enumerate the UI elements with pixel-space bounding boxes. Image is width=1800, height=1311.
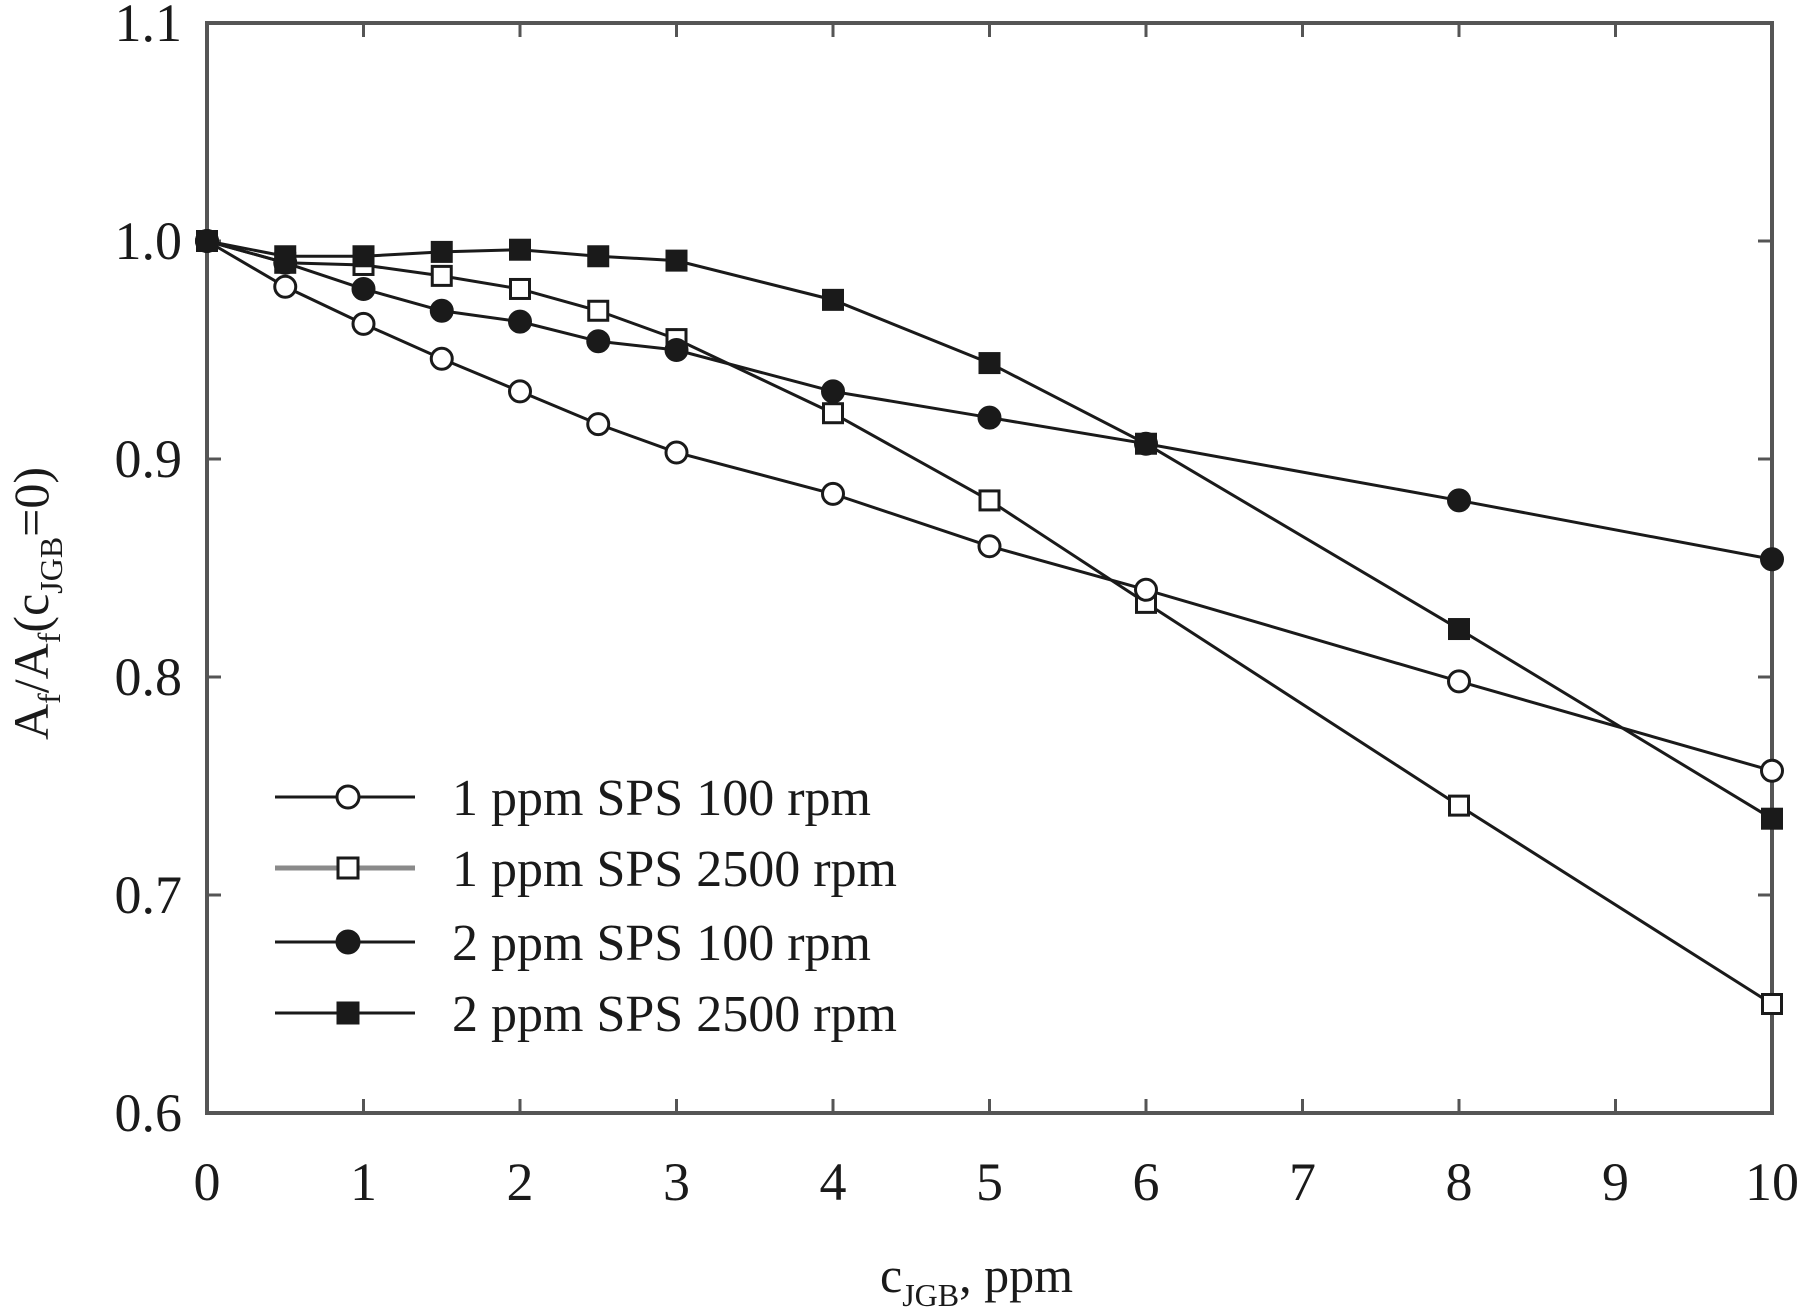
- x-tick-label: 3: [663, 1152, 690, 1212]
- open-circle-marker: [335, 784, 361, 810]
- open-circle-marker: [273, 274, 298, 299]
- plot-axes: [205, 21, 1774, 1115]
- filled-circle-marker: [977, 405, 1002, 430]
- x-tick-label: 0: [194, 1152, 221, 1212]
- y-tick-label: 0.8: [115, 647, 183, 707]
- series-filled-square: [196, 230, 1783, 830]
- filled-circle-marker: [821, 379, 845, 404]
- filled-square-marker: [665, 249, 688, 272]
- y-axis-title: Af/Af(cJGB=0): [3, 467, 69, 740]
- open-circle-marker: [586, 412, 611, 437]
- x-tick-label: 5: [976, 1152, 1003, 1212]
- open-circle-marker: [429, 346, 454, 371]
- data-series: [195, 229, 1784, 1015]
- open-circle-marker: [821, 481, 845, 506]
- filled-square-marker: [430, 240, 453, 263]
- filled-circle-marker: [335, 929, 361, 955]
- filled-circle-marker: [351, 276, 376, 301]
- filled-square-marker: [352, 245, 375, 268]
- filled-circle-marker: [1447, 488, 1471, 513]
- filled-circle-marker: [508, 309, 532, 334]
- x-tick-label: 7: [1289, 1152, 1316, 1212]
- open-circle-marker: [664, 440, 689, 465]
- open-square-marker: [1448, 794, 1470, 817]
- open-square-marker: [587, 299, 610, 322]
- filled-circle-marker: [429, 298, 454, 323]
- legend-label: 2 ppm SPS 2500 rpm: [452, 986, 897, 1043]
- filled-circle-marker: [586, 329, 611, 354]
- y-axis-ticks: 0.6 0.7 0.8 0.9 1.0 1.1: [115, 0, 1772, 1143]
- y-tick-label: 0.7: [115, 865, 183, 925]
- x-tick-label: 10: [1745, 1152, 1799, 1212]
- series-line: [206, 239, 1773, 773]
- legend-label: 2 ppm SPS 100 rpm: [452, 915, 871, 972]
- open-circle-marker: [977, 534, 1002, 559]
- filled-square-marker: [1448, 618, 1470, 641]
- legend-item: 2 ppm SPS 2500 rpm: [275, 986, 897, 1043]
- legend-item: 1 ppm SPS 100 rpm: [275, 770, 871, 827]
- legend-item: 1 ppm SPS 2500 rpm: [275, 841, 897, 898]
- y-tick-label: 0.6: [115, 1083, 183, 1143]
- x-axis-title: cJGB, ppm: [880, 1247, 1073, 1311]
- open-square-marker: [822, 402, 844, 425]
- open-square-marker: [1761, 993, 1783, 1015]
- legend-label: 1 ppm SPS 100 rpm: [452, 770, 871, 827]
- open-circle-marker: [351, 311, 376, 336]
- open-circle-marker: [508, 379, 532, 404]
- filled-square-marker: [336, 1001, 360, 1025]
- x-tick-label: 9: [1602, 1152, 1629, 1212]
- series-line: [206, 239, 1773, 561]
- x-tick-label: 8: [1446, 1152, 1473, 1212]
- legend-label: 1 ppm SPS 2500 rpm: [452, 841, 897, 898]
- x-tick-label: 4: [820, 1152, 847, 1212]
- x-tick-label: 6: [1133, 1152, 1160, 1212]
- open-square-marker: [509, 277, 531, 300]
- y-tick-label: 0.9: [115, 429, 183, 489]
- open-circle-marker: [1134, 577, 1158, 602]
- legend-item: 2 ppm SPS 100 rpm: [275, 915, 871, 972]
- filled-square-marker: [1761, 807, 1783, 830]
- series-line: [206, 239, 1773, 820]
- filled-square-marker: [1135, 432, 1157, 455]
- x-tick-label: 2: [507, 1152, 534, 1212]
- y-tick-label: 1.1: [115, 0, 183, 53]
- open-square-marker: [336, 856, 360, 880]
- plot-frame: [205, 21, 1774, 1115]
- x-axis-ticks: 0 1 2 3 4 5 6 7 8 9 10: [194, 23, 1799, 1212]
- filled-square-marker: [509, 238, 531, 261]
- filled-square-marker: [978, 352, 1001, 375]
- x-tick-label: 1: [350, 1152, 377, 1212]
- legend: 1 ppm SPS 100 rpm 1 ppm SPS 2500 rpm 2 ppm…: [275, 770, 897, 1043]
- open-square-marker: [978, 489, 1001, 512]
- filled-square-marker: [587, 245, 610, 268]
- filled-circle-marker: [1760, 547, 1784, 572]
- filled-square-marker: [274, 245, 297, 268]
- filled-square-marker: [822, 288, 844, 311]
- filled-square-marker: [196, 230, 218, 252]
- filled-circle-marker: [664, 338, 689, 362]
- open-square-marker: [430, 264, 453, 287]
- series-line: [206, 239, 1773, 1006]
- y-tick-label: 1.0: [115, 211, 183, 271]
- open-circle-marker: [1447, 669, 1471, 694]
- open-circle-marker: [1760, 758, 1784, 783]
